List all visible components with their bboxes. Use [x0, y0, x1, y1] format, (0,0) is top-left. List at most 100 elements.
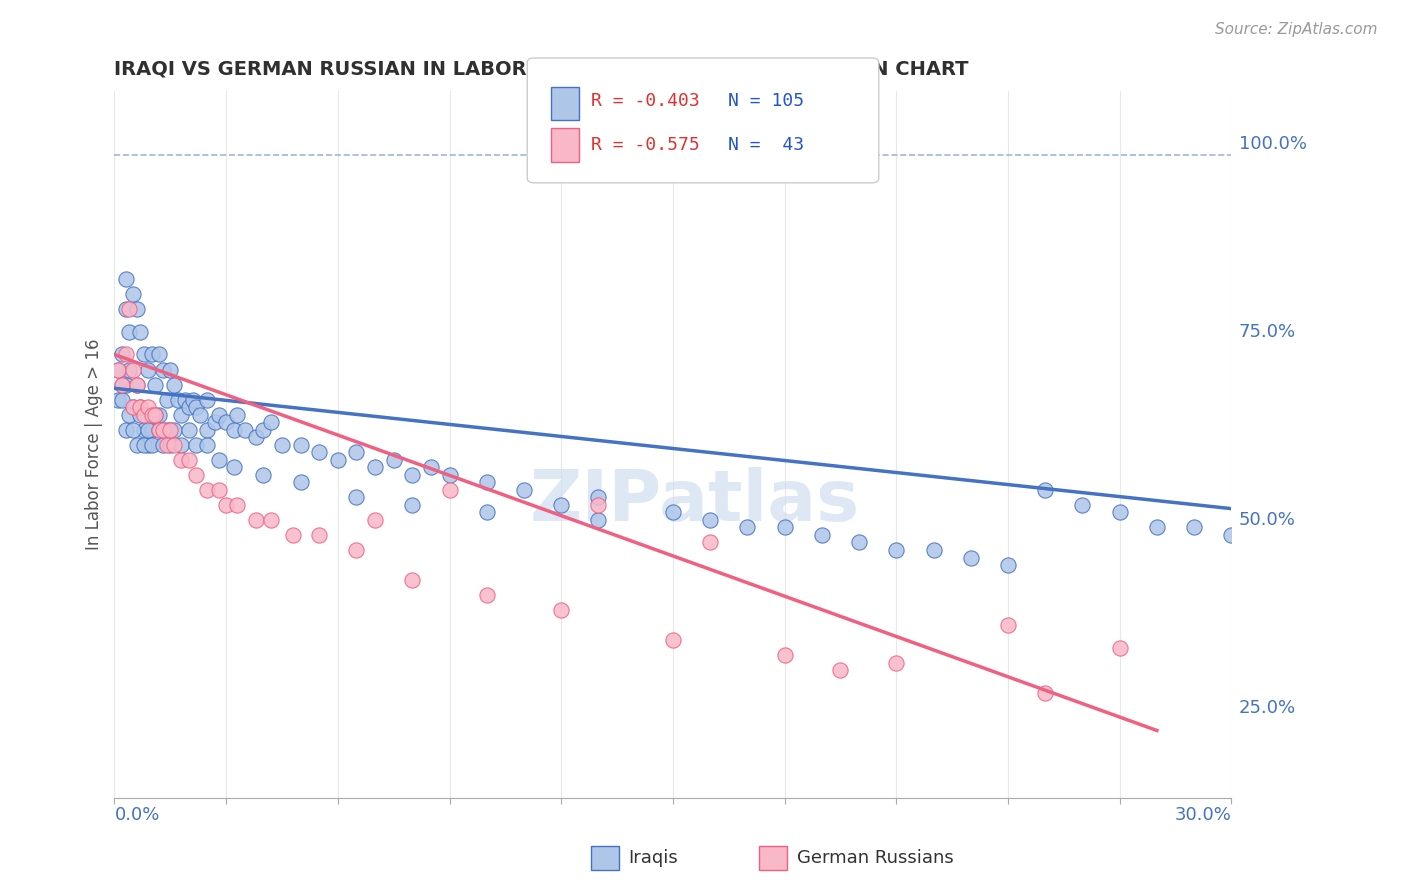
Point	[186, 467, 208, 482]
Point	[159, 438, 181, 452]
Point	[114, 347, 136, 361]
Point	[188, 408, 211, 422]
Point	[475, 475, 498, 490]
Point	[401, 573, 423, 587]
Text: German Russians: German Russians	[797, 849, 953, 867]
Point	[1220, 528, 1243, 542]
Point	[204, 415, 226, 429]
Point	[118, 325, 141, 339]
Point	[136, 438, 159, 452]
Point	[122, 400, 145, 414]
Text: Iraqis: Iraqis	[628, 849, 678, 867]
Point	[111, 347, 134, 361]
Point	[326, 452, 349, 467]
Point	[134, 438, 156, 452]
Text: IRAQI VS GERMAN RUSSIAN IN LABOR FORCE | AGE > 16 CORRELATION CHART: IRAQI VS GERMAN RUSSIAN IN LABOR FORCE |…	[114, 60, 969, 79]
Point	[475, 505, 498, 519]
Point	[588, 498, 610, 512]
Point	[152, 438, 174, 452]
Point	[1146, 520, 1168, 534]
Point	[439, 467, 461, 482]
Point	[197, 438, 219, 452]
Point	[145, 377, 167, 392]
Point	[159, 423, 181, 437]
Point	[197, 483, 219, 497]
Point	[125, 377, 148, 392]
Point	[155, 423, 177, 437]
Text: 75.0%: 75.0%	[1239, 323, 1296, 341]
Point	[122, 423, 145, 437]
Point	[699, 513, 721, 527]
Point	[215, 498, 238, 512]
Point	[174, 392, 197, 407]
Text: ZIPatlas: ZIPatlas	[530, 467, 860, 536]
Point	[136, 400, 159, 414]
Point	[884, 543, 907, 558]
Point	[197, 423, 219, 437]
Point	[226, 498, 249, 512]
Point	[152, 362, 174, 376]
Point	[1071, 498, 1094, 512]
Point	[136, 362, 159, 376]
Point	[662, 505, 685, 519]
Point	[114, 423, 136, 437]
Point	[111, 377, 134, 392]
Point	[401, 498, 423, 512]
Point	[107, 362, 129, 376]
Point	[163, 423, 186, 437]
Point	[170, 408, 193, 422]
Text: R = -0.575: R = -0.575	[591, 136, 699, 154]
Point	[1108, 640, 1130, 655]
Point	[148, 408, 170, 422]
Text: N =  43: N = 43	[728, 136, 804, 154]
Point	[588, 491, 610, 505]
Text: 0.0%: 0.0%	[114, 805, 160, 823]
Point	[114, 302, 136, 317]
Point	[662, 633, 685, 648]
Point	[177, 452, 200, 467]
Point	[222, 423, 245, 437]
Point	[181, 392, 204, 407]
Point	[245, 430, 267, 444]
Point	[997, 558, 1019, 572]
Point	[959, 550, 981, 565]
Point	[252, 467, 274, 482]
Point	[107, 362, 129, 376]
Point	[281, 528, 304, 542]
Point	[208, 408, 231, 422]
Point	[773, 648, 796, 663]
Point	[475, 588, 498, 602]
Point	[122, 362, 145, 376]
Point	[129, 400, 152, 414]
Point	[141, 347, 163, 361]
Point	[148, 423, 170, 437]
Point	[141, 423, 163, 437]
Text: N = 105: N = 105	[728, 92, 804, 110]
Point	[125, 438, 148, 452]
Point	[1182, 520, 1205, 534]
Point	[290, 475, 312, 490]
Point	[170, 438, 193, 452]
Point	[152, 423, 174, 437]
Point	[208, 452, 231, 467]
Point	[134, 347, 156, 361]
Point	[1033, 686, 1056, 700]
Point	[118, 362, 141, 376]
Point	[141, 438, 163, 452]
Point	[122, 400, 145, 414]
Point	[233, 423, 256, 437]
Point	[177, 400, 200, 414]
Point	[811, 528, 834, 542]
Point	[159, 362, 181, 376]
Point	[141, 408, 163, 422]
Point	[170, 452, 193, 467]
Point	[550, 498, 572, 512]
Point	[344, 543, 367, 558]
Point	[129, 408, 152, 422]
Point	[107, 392, 129, 407]
Point	[699, 535, 721, 549]
Point	[439, 483, 461, 497]
Point	[148, 423, 170, 437]
Point	[152, 423, 174, 437]
Point	[252, 423, 274, 437]
